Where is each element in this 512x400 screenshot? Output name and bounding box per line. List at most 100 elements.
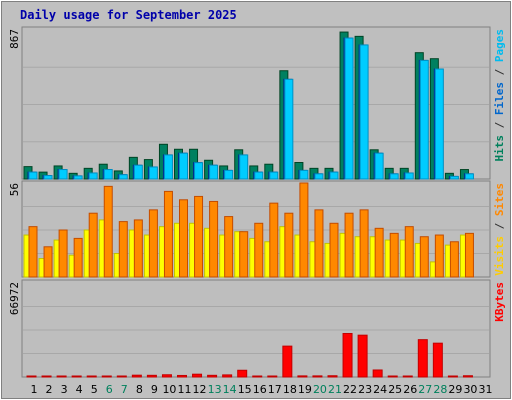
visits-bar-sites-day-7 (118, 221, 128, 278)
x-tick-label-day-24: 24 (373, 383, 387, 396)
hits-bar-pages-day-11 (179, 152, 188, 180)
hits-bar-pages-day-13 (209, 164, 219, 180)
kbytes-bar-kbytes-day-12 (192, 373, 203, 378)
visits-bar-sites-day-16 (254, 222, 264, 278)
kbytes-max-label: 66972 (8, 282, 21, 315)
kbytes-bar-kbytes-day-26 (402, 375, 413, 378)
x-tick-label-day-4: 4 (76, 383, 83, 396)
visits-bar-sites-day-28 (434, 234, 444, 278)
hits-files-pages-panel: 867 Hits / Files / Pages (8, 26, 506, 180)
visits-legend: Visits / Sites (493, 183, 506, 276)
hits-legend-part: Pages (493, 29, 506, 62)
hits-bar-pages-day-1 (28, 171, 38, 180)
hits-bar-pages-day-14 (224, 169, 234, 180)
visits-bar-sites-day-1 (28, 226, 38, 278)
visits-bar-sites-day-11 (179, 199, 188, 278)
kbytes-panel-gridlines (23, 306, 489, 354)
kbytes-bar-kbytes-day-9 (146, 374, 157, 378)
x-tick-label-day-26: 26 (403, 383, 417, 396)
visits-legend-part: / (493, 216, 506, 236)
visits-bar-sites-day-4 (73, 237, 83, 278)
hits-bar-pages-day-21 (329, 171, 339, 180)
kbytes-bar-kbytes-day-6 (101, 375, 112, 378)
visits-bar-sites-day-5 (88, 212, 98, 278)
kbytes-bar-kbytes-day-30 (462, 375, 473, 378)
visits-bar-sites-day-21 (329, 222, 339, 278)
kbytes-bar-kbytes-day-5 (86, 375, 97, 378)
kbytes-panel: 66972 KBytes (8, 279, 506, 378)
hits-bar-pages-day-19 (299, 169, 309, 180)
hits-bar-pages-day-17 (269, 171, 279, 180)
x-tick-label-day-30: 30 (463, 383, 477, 396)
x-tick-label-day-16: 16 (253, 383, 267, 396)
visits-bar-sites-day-10 (163, 190, 173, 278)
hits-bar-pages-day-5 (88, 172, 98, 180)
hits-panel-gridlines (23, 66, 489, 143)
visits-bar-sites-day-29 (449, 241, 459, 278)
visits-bar-sites-day-19 (299, 182, 309, 278)
hits-bar-pages-day-15 (239, 154, 249, 180)
x-tick-label-day-23: 23 (358, 383, 372, 396)
visits-bar-sites-day-8 (133, 219, 143, 278)
x-tick-label-day-19: 19 (298, 383, 312, 396)
hits-bar-pages-day-20 (314, 173, 324, 180)
hits-bar-pages-day-30 (464, 173, 474, 180)
hits-bar-pages-day-10 (163, 154, 173, 180)
kbytes-bar-kbytes-day-20 (312, 375, 323, 378)
kbytes-bar-kbytes-day-22 (342, 332, 353, 378)
visits-bar-sites-day-2 (43, 246, 53, 278)
hits-bar-pages-day-9 (148, 166, 158, 180)
visits-bar-sites-day-15 (239, 231, 249, 278)
x-tick-label-day-22: 22 (343, 383, 357, 396)
hits-bar-pages-day-16 (254, 171, 264, 180)
kbytes-bar-kbytes-day-19 (297, 375, 308, 378)
visits-bar-sites-day-12 (194, 195, 204, 278)
x-tick-label-day-7: 7 (121, 383, 128, 396)
hits-bar-pages-day-22 (344, 37, 354, 180)
kbytes-bar-kbytes-day-1 (26, 375, 37, 378)
kbytes-bar-kbytes-day-8 (131, 374, 142, 378)
visits-bar-sites-day-25 (389, 232, 399, 278)
hits-bar-pages-day-27 (419, 59, 429, 180)
x-axis-day-labels: 1 2 3 4 5 6 7 8 9 10 11 12 13 14 15 16 17 18 19 20 21 22 23 24 2… (31, 383, 493, 396)
visits-bar-sites-day-14 (224, 216, 234, 278)
x-tick-label-day-9: 9 (151, 383, 158, 396)
visits-bar-sites-day-22 (344, 212, 354, 278)
kbytes-bar-kbytes-day-17 (267, 375, 278, 378)
x-tick-label-day-13: 13 (208, 383, 222, 396)
kbytes-bar-kbytes-day-16 (252, 375, 263, 378)
x-tick-label-day-12: 12 (193, 383, 207, 396)
hits-bar-pages-day-12 (194, 162, 204, 180)
hits-bar-pages-day-28 (434, 68, 444, 180)
visits-bar-sites-day-20 (314, 209, 324, 278)
kbytes-legend-part: KBytes (493, 282, 506, 322)
x-tick-label-day-2: 2 (46, 383, 53, 396)
hits-bar-pages-day-6 (103, 169, 113, 180)
hits-legend: Hits / Files / Pages (493, 29, 506, 162)
kbytes-bar-kbytes-day-7 (116, 375, 127, 378)
visits-bar-sites-day-6 (103, 185, 113, 278)
visits-bar-sites-day-3 (58, 229, 68, 278)
x-tick-label-day-17: 17 (268, 383, 282, 396)
visits-panel-bars (23, 182, 474, 278)
visits-bar-sites-day-18 (284, 212, 294, 278)
visits-max-label: 56 (8, 183, 21, 196)
kbytes-bar-kbytes-day-2 (41, 375, 52, 378)
visits-bar-sites-day-17 (269, 202, 279, 278)
hits-legend-part: Files (493, 82, 506, 115)
kbytes-bar-kbytes-day-23 (357, 334, 368, 378)
kbytes-bar-kbytes-day-18 (282, 345, 293, 378)
visits-bar-sites-day-30 (464, 232, 474, 278)
x-tick-label-day-27: 27 (418, 383, 432, 396)
hits-panel-background (21, 26, 491, 180)
kbytes-bar-kbytes-day-3 (56, 375, 67, 378)
kbytes-bar-kbytes-day-10 (161, 374, 172, 378)
hits-bar-pages-day-24 (374, 152, 384, 180)
kbytes-bar-kbytes-day-14 (222, 374, 233, 378)
visits-legend-part: Sites (493, 183, 506, 216)
x-tick-label-day-28: 28 (433, 383, 447, 396)
hits-bar-pages-day-4 (73, 175, 83, 180)
visits-bar-sites-day-24 (374, 227, 384, 278)
x-tick-label-day-18: 18 (283, 383, 297, 396)
